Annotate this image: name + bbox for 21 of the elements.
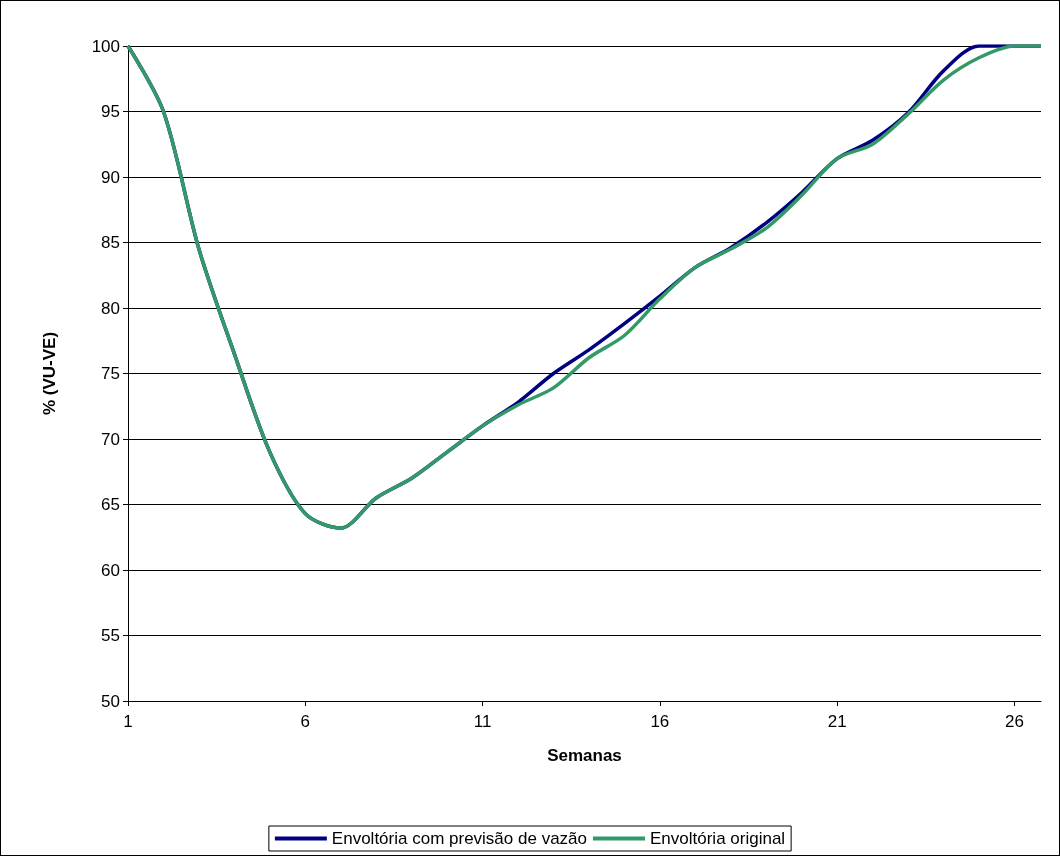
y-tick-label: 75 <box>101 364 120 383</box>
y-tick-label: 65 <box>101 495 120 514</box>
y-tick-label: 50 <box>101 691 120 711</box>
x-axis-title: Semanas <box>547 746 622 765</box>
y-tick-label: 80 <box>101 298 120 318</box>
y-tick-label: 100 <box>91 36 120 56</box>
y-tick-label: 95 <box>101 102 120 121</box>
y-tick-label: 55 <box>101 626 120 645</box>
y-tick-label: 60 <box>101 560 120 580</box>
x-tick-label: 21 <box>827 712 847 731</box>
legend-label: Envoltória original <box>650 829 786 848</box>
x-tick-label: 1 <box>123 712 133 731</box>
y-tick-label: 70 <box>101 429 120 449</box>
x-tick-label: 26 <box>1004 712 1024 731</box>
legend-label: Envoltória com previsão de vazão <box>331 829 588 848</box>
x-tick-label: 16 <box>650 712 670 731</box>
y-tick-label: 90 <box>101 167 120 187</box>
y-tick-label: 85 <box>101 233 120 252</box>
x-tick-label: 11 <box>473 712 492 731</box>
y-axis-title: % (VU-VE) <box>40 331 59 416</box>
x-tick-label: 6 <box>300 712 311 731</box>
